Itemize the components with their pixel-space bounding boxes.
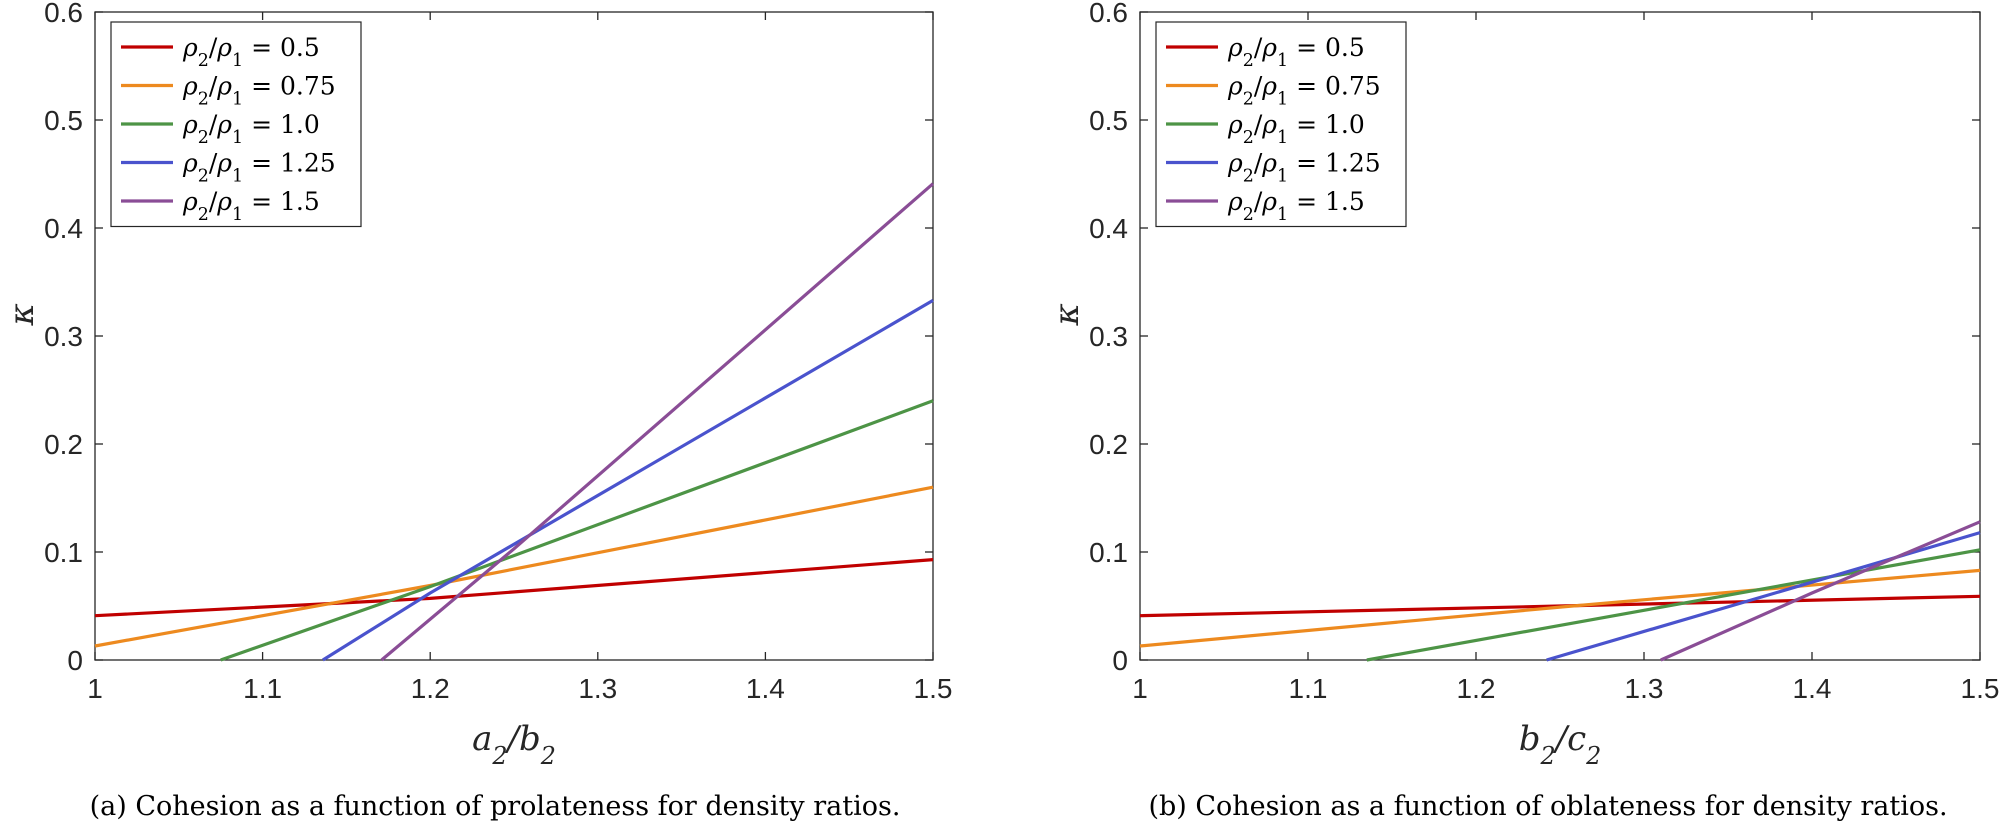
x-tick-label: 1.3 xyxy=(1625,673,1664,704)
y-tick-label: 0.5 xyxy=(44,105,83,136)
y-tick-label: 0 xyxy=(67,645,83,676)
legend-label: ρ2/ρ1 = 0.75 xyxy=(182,72,336,110)
y-axis-label: κ xyxy=(1047,303,1087,326)
legend-label: ρ2/ρ1 = 1.5 xyxy=(1227,187,1365,225)
x-tick-label: 1 xyxy=(87,673,103,704)
y-tick-label: 0.1 xyxy=(44,537,83,568)
y-tick-label: 0.3 xyxy=(44,321,83,352)
x-tick-label: 1.1 xyxy=(1289,673,1328,704)
y-tick-label: 0.2 xyxy=(44,429,83,460)
legend-label: ρ2/ρ1 = 0.75 xyxy=(1227,72,1381,110)
x-axis-label: a2/b2 xyxy=(472,719,556,770)
x-tick-label: 1.4 xyxy=(1793,673,1832,704)
y-tick-label: 0 xyxy=(1112,645,1128,676)
caption-b: (b) Cohesion as a function of oblateness… xyxy=(1148,791,1947,822)
legend-label: ρ2/ρ1 = 0.5 xyxy=(182,33,320,71)
series-line-3 xyxy=(1546,531,1981,662)
y-axis-label: κ xyxy=(2,303,42,326)
legend-label: ρ2/ρ1 = 1.0 xyxy=(182,110,320,148)
y-tick-label: 0.1 xyxy=(1089,537,1128,568)
y-tick-label: 0.6 xyxy=(1089,0,1128,28)
legend-label: ρ2/ρ1 = 0.5 xyxy=(1227,33,1365,71)
x-tick-label: 1.5 xyxy=(1961,673,2000,704)
x-tick-label: 1.3 xyxy=(578,673,617,704)
x-tick-label: 1.1 xyxy=(243,673,282,704)
x-axis-label: b2/c2 xyxy=(1519,719,1602,770)
x-tick-label: 1.5 xyxy=(914,673,953,704)
legend-box xyxy=(110,21,362,228)
legend-label: ρ2/ρ1 = 1.5 xyxy=(182,187,320,225)
legend-label: ρ2/ρ1 = 1.25 xyxy=(182,149,336,187)
x-tick-label: 1.4 xyxy=(746,673,785,704)
series-line-3 xyxy=(322,299,934,662)
y-tick-label: 0.2 xyxy=(1089,429,1128,460)
y-tick-label: 0.6 xyxy=(44,0,83,28)
caption-a: (a) Cohesion as a function of prolatenes… xyxy=(90,791,901,822)
series-line-2 xyxy=(220,399,934,662)
y-tick-label: 0.4 xyxy=(44,213,83,244)
x-tick-label: 1.2 xyxy=(411,673,450,704)
chart-panel-a: (a) Cohesion as a function of prolatenes… xyxy=(2,0,952,822)
x-tick-label: 1.2 xyxy=(1457,673,1496,704)
legend-label: ρ2/ρ1 = 1.0 xyxy=(1227,110,1365,148)
series-line-4 xyxy=(380,182,935,662)
y-tick-label: 0.3 xyxy=(1089,321,1128,352)
chart-panel-b: (b) Cohesion as a function of oblateness… xyxy=(1047,0,1999,822)
series-line-4 xyxy=(1660,520,1981,662)
series-line-0 xyxy=(94,558,934,618)
legend-label: ρ2/ρ1 = 1.25 xyxy=(1227,149,1381,187)
x-tick-label: 1 xyxy=(1132,673,1148,704)
y-tick-label: 0.5 xyxy=(1089,105,1128,136)
y-tick-label: 0.4 xyxy=(1089,213,1128,244)
